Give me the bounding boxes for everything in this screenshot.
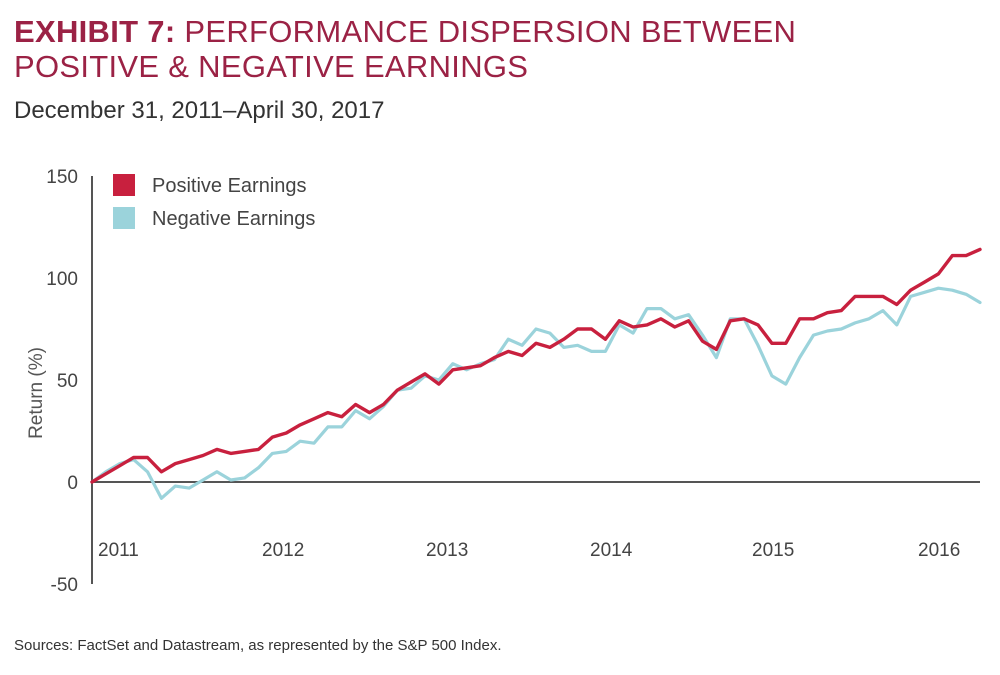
x-tick-label: 2012 bbox=[262, 540, 304, 561]
title-text-2: POSITIVE & NEGATIVE EARNINGS bbox=[14, 49, 529, 84]
legend-swatch-positive bbox=[113, 174, 135, 196]
exhibit-label: EXHIBIT 7: bbox=[14, 14, 176, 49]
series-line-negative-earnings bbox=[90, 286, 982, 500]
chart-subtitle: December 31, 2011–April 30, 2017 bbox=[14, 97, 385, 124]
y-tick-label: 150 bbox=[46, 167, 78, 188]
x-tick-label: 2015 bbox=[752, 540, 794, 561]
title-text-1: PERFORMANCE DISPERSION BETWEEN bbox=[184, 14, 797, 49]
x-tick-label: 2016 bbox=[918, 540, 960, 561]
title-line-1: EXHIBIT 7: PERFORMANCE DISPERSION BETWEE… bbox=[14, 14, 796, 49]
x-tick-label: 2011 bbox=[98, 540, 139, 561]
y-axis-label: Return (%) bbox=[26, 347, 47, 439]
series-line-positive-earnings bbox=[90, 247, 982, 484]
legend-label-negative: Negative Earnings bbox=[152, 208, 315, 230]
series-lines bbox=[90, 247, 982, 500]
y-axis-ticks: 150 100 50 0 -50 bbox=[46, 167, 78, 596]
chart-title: EXHIBIT 7: PERFORMANCE DISPERSION BETWEE… bbox=[14, 14, 796, 84]
y-tick-label: 50 bbox=[57, 371, 78, 392]
y-tick-label: 100 bbox=[46, 269, 78, 290]
x-tick-label: 2014 bbox=[590, 540, 633, 561]
legend-label-positive: Positive Earnings bbox=[152, 175, 307, 197]
y-tick-label: 0 bbox=[67, 473, 78, 494]
x-axis-ticks: 2011 2012 2013 2014 2015 2016 bbox=[98, 540, 960, 561]
legend-swatch-negative bbox=[113, 207, 135, 229]
legend: Positive Earnings Negative Earnings bbox=[113, 174, 315, 230]
title-line-2: POSITIVE & NEGATIVE EARNINGS bbox=[14, 49, 796, 84]
source-note: Sources: FactSet and Datastream, as repr… bbox=[14, 637, 502, 654]
y-tick-label: -50 bbox=[51, 575, 78, 596]
x-tick-label: 2013 bbox=[426, 540, 468, 561]
